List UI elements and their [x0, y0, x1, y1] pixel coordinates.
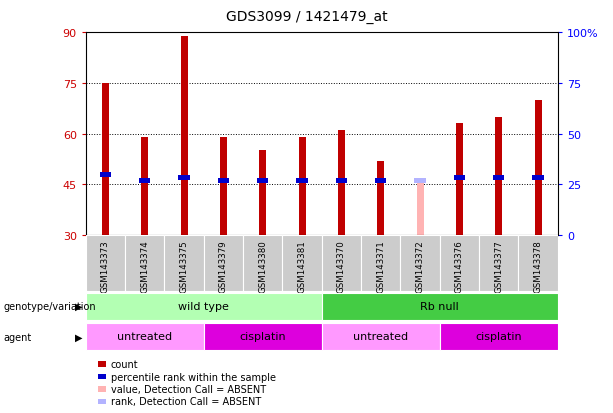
Bar	[283, 235, 322, 291]
Bar	[297, 179, 308, 184]
Bar	[322, 324, 440, 350]
Bar	[400, 235, 440, 291]
Text: ▶: ▶	[75, 332, 82, 342]
Bar	[181, 36, 188, 235]
Bar	[336, 179, 347, 184]
Text: agent: agent	[3, 332, 31, 342]
Bar	[220, 138, 227, 235]
Text: ▶: ▶	[75, 301, 82, 311]
Bar	[139, 179, 150, 184]
Bar	[243, 235, 283, 291]
Text: cisplatin: cisplatin	[476, 331, 522, 342]
Text: count: count	[111, 359, 139, 369]
Bar	[456, 124, 463, 235]
Bar	[299, 138, 306, 235]
Bar	[178, 176, 190, 180]
Bar	[417, 181, 424, 235]
Bar	[204, 235, 243, 291]
Bar	[100, 172, 111, 177]
Bar	[338, 131, 345, 235]
Text: GSM143377: GSM143377	[494, 240, 503, 292]
Bar	[257, 179, 268, 184]
Bar	[86, 235, 125, 291]
Text: GSM143372: GSM143372	[416, 240, 425, 292]
Bar	[259, 151, 267, 235]
Text: genotype/variation: genotype/variation	[3, 301, 96, 311]
Bar	[440, 235, 479, 291]
Text: GSM143370: GSM143370	[337, 240, 346, 292]
Text: Rb null: Rb null	[421, 301, 459, 311]
Bar	[86, 324, 204, 350]
Bar	[164, 235, 204, 291]
Text: cisplatin: cisplatin	[240, 331, 286, 342]
Bar	[86, 293, 322, 320]
Bar	[535, 100, 542, 235]
Bar	[533, 176, 544, 180]
Bar	[322, 235, 361, 291]
Bar	[519, 235, 558, 291]
Text: GSM143378: GSM143378	[534, 240, 543, 292]
Text: GSM143371: GSM143371	[376, 240, 386, 292]
Text: percentile rank within the sample: percentile rank within the sample	[111, 372, 276, 382]
Bar	[493, 176, 504, 180]
Text: untreated: untreated	[353, 331, 408, 342]
Bar	[440, 324, 558, 350]
Bar	[102, 83, 109, 235]
Bar	[495, 117, 503, 235]
Bar	[414, 179, 426, 184]
Bar	[479, 235, 519, 291]
Bar	[218, 179, 229, 184]
Text: GSM143379: GSM143379	[219, 240, 228, 292]
Bar	[141, 138, 148, 235]
Bar	[454, 176, 465, 180]
Bar	[375, 179, 386, 184]
Text: wild type: wild type	[178, 301, 229, 311]
Text: untreated: untreated	[117, 331, 172, 342]
Bar	[125, 235, 164, 291]
Text: GSM143381: GSM143381	[298, 240, 306, 292]
Bar	[204, 324, 322, 350]
Text: rank, Detection Call = ABSENT: rank, Detection Call = ABSENT	[111, 396, 261, 406]
Bar	[377, 161, 384, 235]
Bar	[361, 235, 400, 291]
Text: GSM143380: GSM143380	[258, 240, 267, 292]
Text: GSM143375: GSM143375	[180, 240, 189, 292]
Text: GSM143376: GSM143376	[455, 240, 464, 292]
Text: value, Detection Call = ABSENT: value, Detection Call = ABSENT	[111, 384, 266, 394]
Bar	[322, 293, 558, 320]
Text: GSM143373: GSM143373	[101, 240, 110, 292]
Text: GSM143374: GSM143374	[140, 240, 150, 292]
Text: GDS3099 / 1421479_at: GDS3099 / 1421479_at	[226, 10, 387, 24]
